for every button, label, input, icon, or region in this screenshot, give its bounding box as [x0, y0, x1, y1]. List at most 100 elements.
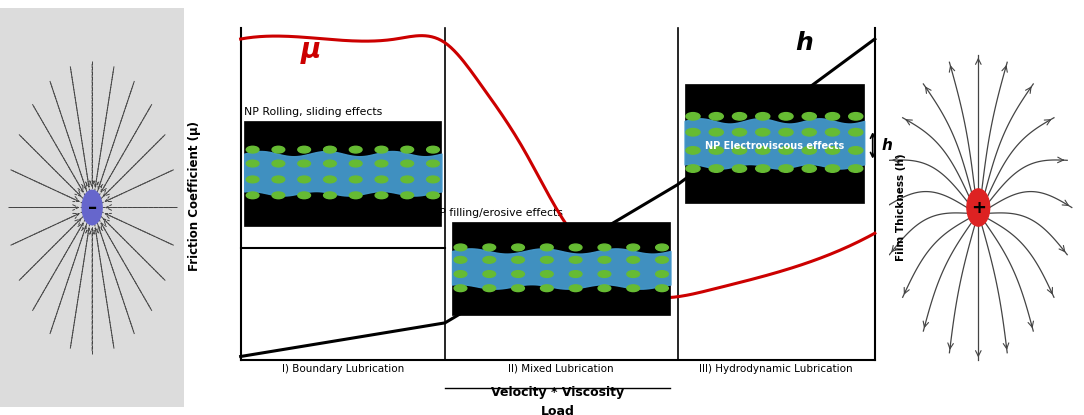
- Circle shape: [686, 165, 700, 172]
- Circle shape: [349, 176, 362, 183]
- Circle shape: [733, 129, 747, 136]
- Circle shape: [569, 271, 582, 277]
- Circle shape: [427, 192, 439, 199]
- Circle shape: [656, 271, 669, 277]
- Text: h: h: [881, 138, 892, 153]
- Circle shape: [686, 146, 700, 154]
- Circle shape: [427, 146, 439, 153]
- Circle shape: [483, 244, 495, 251]
- Circle shape: [375, 160, 388, 167]
- Circle shape: [541, 244, 553, 251]
- Circle shape: [324, 192, 336, 199]
- Circle shape: [826, 146, 840, 154]
- Circle shape: [82, 190, 102, 225]
- Circle shape: [324, 160, 336, 167]
- Circle shape: [272, 146, 285, 153]
- Text: NP Rolling, sliding effects: NP Rolling, sliding effects: [244, 107, 383, 117]
- Bar: [244, 121, 441, 226]
- Text: Film Thickness (h): Film Thickness (h): [896, 154, 906, 261]
- Circle shape: [686, 112, 700, 120]
- Circle shape: [627, 271, 640, 277]
- Text: μ: μ: [301, 36, 321, 64]
- Text: NP Electroviscous effects: NP Electroviscous effects: [705, 141, 844, 151]
- Circle shape: [349, 192, 362, 199]
- Circle shape: [401, 160, 414, 167]
- Circle shape: [756, 129, 770, 136]
- Circle shape: [849, 112, 863, 120]
- Circle shape: [298, 160, 310, 167]
- Circle shape: [802, 129, 816, 136]
- Circle shape: [733, 146, 747, 154]
- Circle shape: [756, 146, 770, 154]
- Circle shape: [246, 192, 259, 199]
- Circle shape: [246, 176, 259, 183]
- Circle shape: [246, 160, 259, 167]
- Circle shape: [454, 271, 467, 277]
- Circle shape: [627, 244, 640, 251]
- Circle shape: [401, 176, 414, 183]
- Circle shape: [454, 285, 467, 292]
- Circle shape: [849, 129, 863, 136]
- Circle shape: [298, 192, 310, 199]
- Circle shape: [826, 112, 840, 120]
- Bar: [685, 84, 864, 203]
- Circle shape: [779, 112, 793, 120]
- Circle shape: [598, 285, 610, 292]
- Text: I) Boundary Lubrication: I) Boundary Lubrication: [282, 364, 404, 374]
- Text: –: –: [88, 198, 96, 217]
- Circle shape: [779, 129, 793, 136]
- Text: NP filling/erosive effects: NP filling/erosive effects: [431, 208, 563, 217]
- Text: III) Hydrodynamic Lubrication: III) Hydrodynamic Lubrication: [699, 364, 853, 374]
- Circle shape: [802, 112, 816, 120]
- Circle shape: [733, 112, 747, 120]
- Circle shape: [709, 112, 723, 120]
- Text: +: +: [971, 198, 985, 217]
- Circle shape: [826, 165, 840, 172]
- Circle shape: [349, 160, 362, 167]
- Text: II) Mixed Lubrication: II) Mixed Lubrication: [508, 364, 614, 374]
- Circle shape: [401, 192, 414, 199]
- Circle shape: [779, 146, 793, 154]
- Circle shape: [375, 146, 388, 153]
- Circle shape: [709, 146, 723, 154]
- Circle shape: [541, 285, 553, 292]
- Circle shape: [849, 165, 863, 172]
- Circle shape: [541, 256, 553, 263]
- Circle shape: [427, 160, 439, 167]
- Circle shape: [826, 129, 840, 136]
- Circle shape: [709, 165, 723, 172]
- Circle shape: [454, 256, 467, 263]
- Circle shape: [375, 192, 388, 199]
- Circle shape: [512, 244, 525, 251]
- Circle shape: [627, 256, 640, 263]
- Circle shape: [324, 176, 336, 183]
- Circle shape: [627, 285, 640, 292]
- Circle shape: [569, 285, 582, 292]
- Circle shape: [756, 165, 770, 172]
- Circle shape: [733, 165, 747, 172]
- Circle shape: [375, 176, 388, 183]
- Circle shape: [272, 160, 285, 167]
- Circle shape: [656, 285, 669, 292]
- Circle shape: [512, 256, 525, 263]
- Circle shape: [967, 189, 990, 226]
- Text: h: h: [796, 31, 813, 55]
- Circle shape: [512, 285, 525, 292]
- Circle shape: [569, 256, 582, 263]
- Bar: [452, 222, 671, 315]
- Circle shape: [598, 256, 610, 263]
- Circle shape: [686, 129, 700, 136]
- Text: Friction Coefficient (μ): Friction Coefficient (μ): [189, 121, 202, 271]
- Circle shape: [427, 176, 439, 183]
- Circle shape: [483, 285, 495, 292]
- Circle shape: [598, 271, 610, 277]
- Circle shape: [324, 146, 336, 153]
- Circle shape: [598, 244, 610, 251]
- Circle shape: [849, 146, 863, 154]
- Circle shape: [541, 271, 553, 277]
- Circle shape: [656, 244, 669, 251]
- Circle shape: [246, 146, 259, 153]
- Circle shape: [454, 244, 467, 251]
- Circle shape: [656, 256, 669, 263]
- Circle shape: [802, 165, 816, 172]
